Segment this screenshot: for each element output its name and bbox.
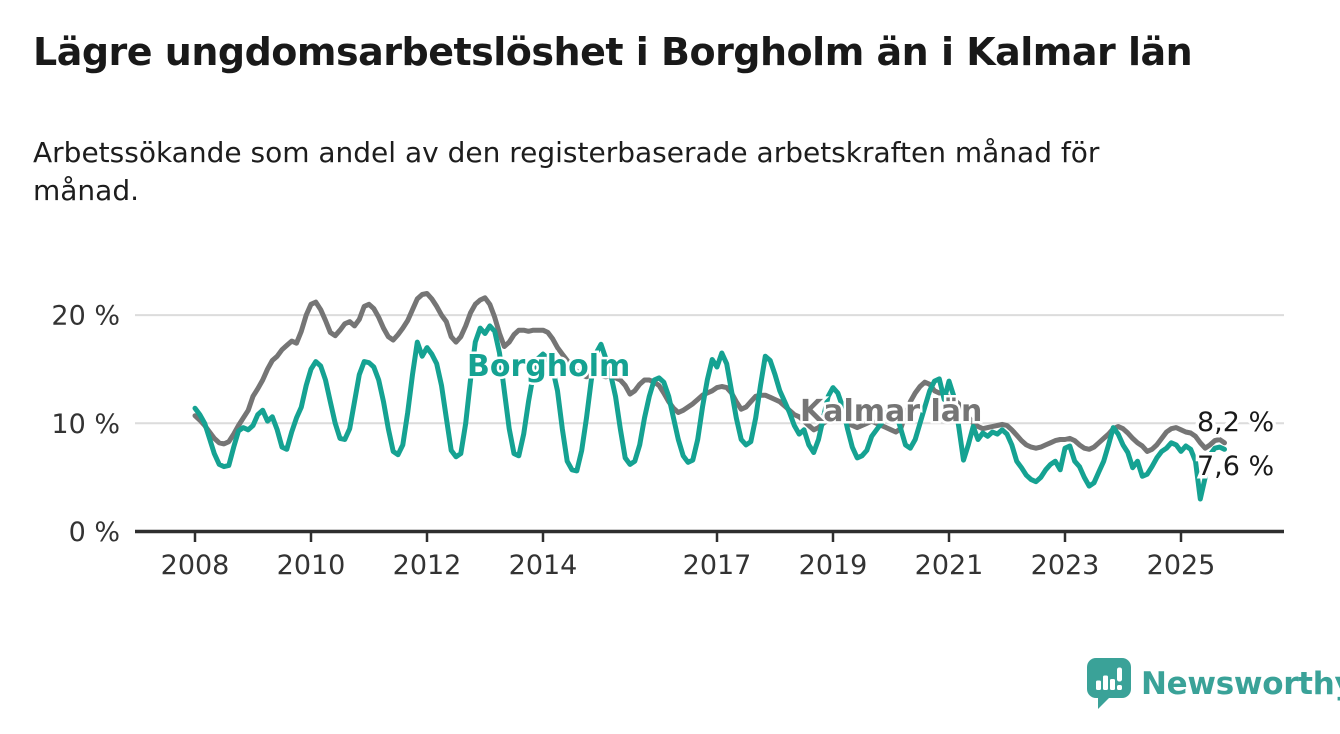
x-tick-label: 2010	[277, 550, 346, 581]
series-label-kalmar-län: Kalmar län	[800, 394, 982, 429]
newsworthy-logo: Newsworthy	[1087, 658, 1340, 710]
chart-title: Lägre ungdomsarbetslöshet i Borgholm än …	[33, 30, 1193, 74]
chart-subtitle: Arbetssökande som andel av den registerb…	[33, 136, 1100, 207]
y-tick-label: 20 %	[51, 301, 120, 332]
x-tick-label: 2017	[683, 550, 752, 581]
x-tick-label: 2008	[161, 550, 230, 581]
x-tick-label: 2019	[799, 550, 868, 581]
end-value-label-borgholm: 7,6 %	[1197, 451, 1274, 482]
end-value-label-kalmar-län: 8,2 %	[1197, 407, 1274, 438]
series-line-kalmar-län	[192, 291, 1227, 454]
newsworthy-bubble-chart-icon	[1087, 658, 1131, 709]
series-label-borgholm: Borgholm	[467, 349, 630, 384]
x-tick-label: 2023	[1031, 550, 1100, 581]
x-tick-label: 2014	[509, 550, 578, 581]
y-tick-label: 10 %	[51, 409, 120, 440]
newsworthy-logo-text: Newsworthy	[1141, 665, 1340, 702]
y-tick-label: 0 %	[69, 517, 120, 548]
x-tick-label: 2021	[915, 550, 984, 581]
x-tick-label: 2012	[393, 550, 462, 581]
x-tick-label: 2025	[1147, 550, 1216, 581]
series-line-borgholm	[192, 323, 1227, 502]
